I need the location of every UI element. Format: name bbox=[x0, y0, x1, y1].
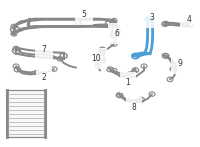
Text: 8: 8 bbox=[132, 103, 136, 112]
Text: 10: 10 bbox=[91, 54, 101, 63]
Text: 2: 2 bbox=[42, 73, 46, 82]
Text: 7: 7 bbox=[42, 45, 46, 55]
Text: 1: 1 bbox=[126, 78, 130, 87]
Text: 6: 6 bbox=[115, 29, 119, 38]
FancyBboxPatch shape bbox=[6, 90, 46, 137]
Text: 4: 4 bbox=[187, 15, 191, 24]
Text: 9: 9 bbox=[178, 59, 182, 68]
Text: 3: 3 bbox=[150, 13, 154, 22]
Text: 5: 5 bbox=[82, 10, 86, 19]
